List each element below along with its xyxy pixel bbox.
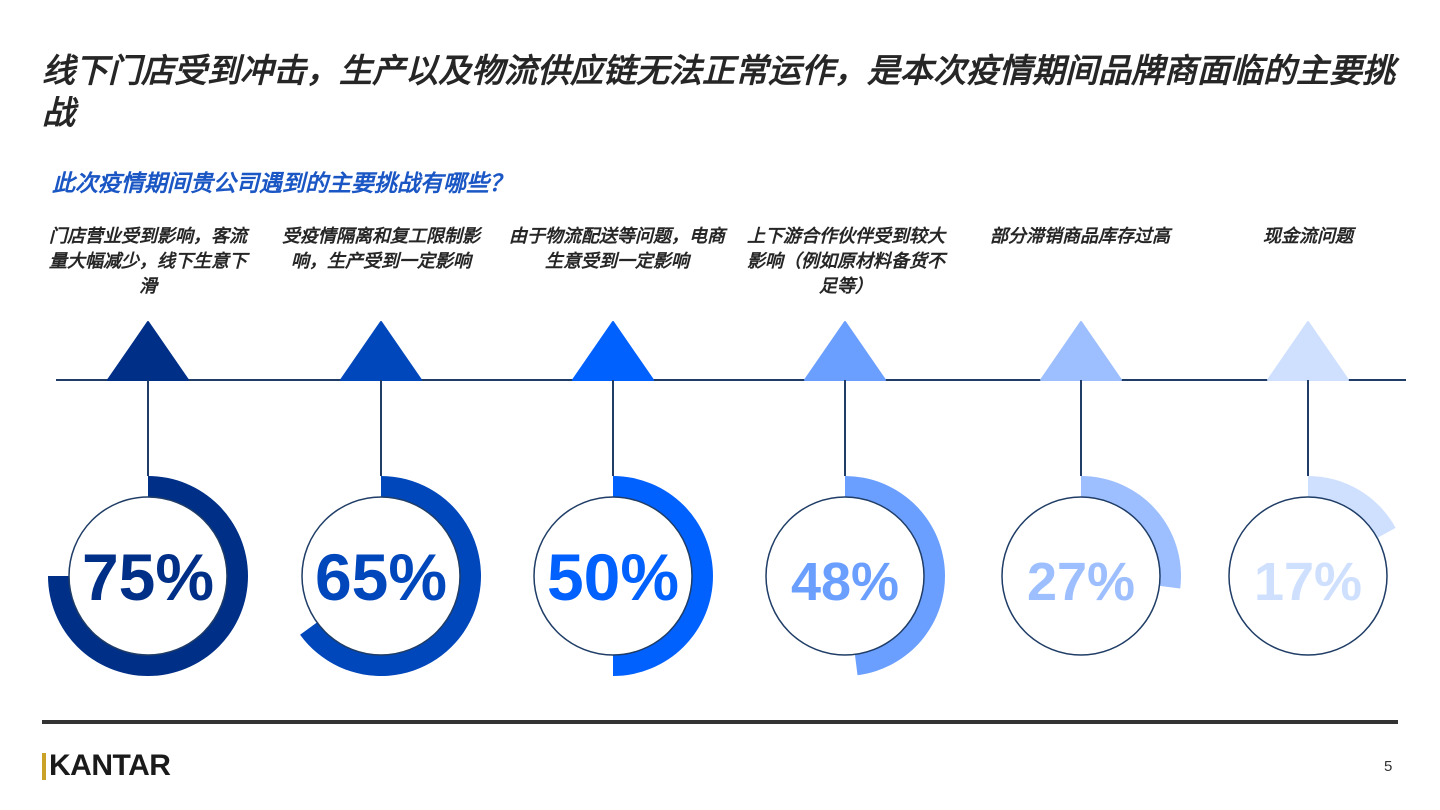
triangle-marker [1267,321,1349,381]
triangle-marker [107,321,189,381]
ring-inner-circle [301,496,461,656]
survey-question: 此次疫情期间贵公司遇到的主要挑战有哪些？ [52,171,512,197]
logo-mark [42,752,46,780]
value-label: 75% [82,540,214,614]
ring-inner-circle [1228,496,1388,656]
progress-arc [1308,476,1396,538]
footer-divider [42,720,1398,724]
value-label: 50% [547,540,679,614]
triangle-marker [340,321,422,381]
ring-inner-circle [68,496,228,656]
category-label: 门店营业受到影响，客流量大幅减少，线下生意下滑 [49,226,247,297]
value-label: 65% [315,540,447,614]
kantar-logo: KANTAR [42,749,171,782]
category-label: 上下游合作伙伴受到较大影响（例如原材料备货不足等） [747,226,945,297]
value-label: 27% [1027,552,1135,612]
slide-title: 线下门店受到冲击，生产以及物流供应链无法正常运作，是本次疫情期间品牌商面临的主要… [42,51,1395,132]
progress-arc [845,476,946,676]
category-label: 受疫情隔离和复工限制影响，生产受到一定影响 [282,226,480,272]
triangle-marker [804,321,886,381]
logo-text: KANTAR [49,749,171,782]
value-label: 48% [791,552,899,612]
ring-inner-circle [533,496,693,656]
category-label: 现金流问题 [1263,226,1353,247]
progress-arc [1081,476,1181,589]
value-label: 17% [1254,552,1362,612]
page-number: 5 [1384,758,1393,775]
ring-inner-circle [765,496,925,656]
category-label: 由于物流配送等问题，电商生意受到一定影响 [509,226,725,272]
category-label: 部分滞销商品库存过高 [990,226,1170,247]
triangle-marker [1040,321,1122,381]
ring-inner-circle [1001,496,1161,656]
progress-arc [613,476,713,676]
triangle-marker [572,321,654,381]
